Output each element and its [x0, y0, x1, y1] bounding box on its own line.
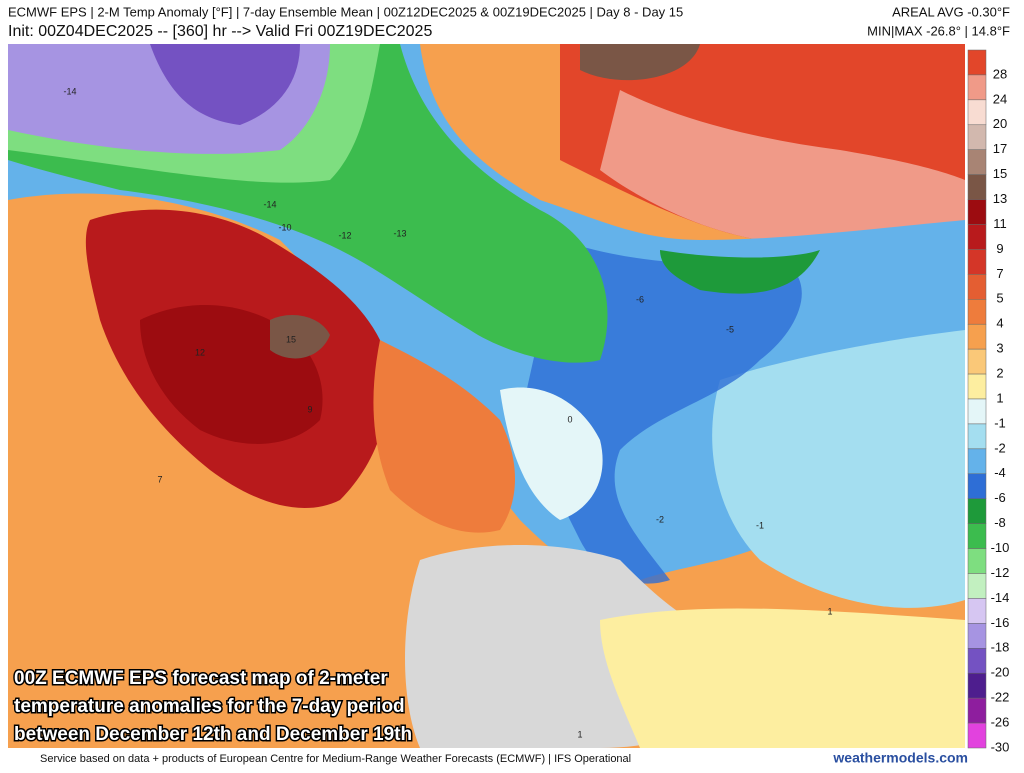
- caption-line: between December 12th and December 19th: [14, 724, 412, 745]
- colorbar-label: 20: [993, 116, 1007, 131]
- header-line1: ECMWF EPS | 2-M Temp Anomaly [°F] | 7-da…: [8, 4, 683, 19]
- contour-label: -14: [263, 199, 276, 209]
- contour-label: -13: [393, 228, 406, 238]
- colorbar-swatch: [967, 548, 987, 574]
- colorbar-label: 28: [993, 66, 1007, 81]
- colorbar-label: 4: [996, 316, 1003, 331]
- colorbar-swatch: [967, 423, 987, 450]
- colorbar-swatch: [967, 648, 987, 674]
- warm-ring: [600, 90, 965, 250]
- colorbar-label: 3: [996, 341, 1003, 356]
- colorbar-swatch: [967, 299, 987, 325]
- colorbar-swatch: [967, 623, 987, 649]
- colorbar-label: -20: [991, 665, 1010, 680]
- min-max: MIN|MAX -26.8° | 14.8°F: [867, 23, 1010, 38]
- contour-label: -14: [63, 86, 76, 96]
- areal-avg: AREAL AVG -0.30°F: [892, 4, 1010, 19]
- footer-site: weathermodels.com: [832, 750, 968, 766]
- colorbar-swatch: [967, 99, 987, 126]
- colorbar-swatch: [967, 598, 987, 624]
- colorbar-label: 11: [993, 216, 1007, 231]
- colorbar-label: 24: [993, 91, 1007, 106]
- colorbar-swatch: [967, 373, 987, 400]
- warm-plains: [373, 340, 515, 533]
- colorbar-label: -30: [991, 739, 1010, 754]
- colorbar-swatch: [967, 523, 987, 549]
- colorbar-swatch: [967, 448, 987, 475]
- atlantic-cool: [712, 330, 965, 608]
- contour-label: -12: [338, 230, 351, 240]
- colorbar-swatch: [967, 573, 987, 599]
- caption-line: 00Z ECMWF EPS forecast map of 2-meter: [14, 668, 388, 689]
- colorbar-label: 5: [996, 291, 1003, 306]
- contour-label: -5: [726, 324, 734, 334]
- caption-line: temperature anomalies for the 7-day peri…: [14, 696, 405, 717]
- colorbar-swatch: [967, 274, 987, 300]
- colorbar-label: -26: [991, 715, 1010, 730]
- contour-label: 1: [577, 729, 582, 739]
- footer-credit: Service based on data + products of Euro…: [40, 753, 631, 765]
- colorbar-label: -16: [991, 615, 1010, 630]
- warm-max: [270, 315, 330, 359]
- colorbar-label: -10: [991, 540, 1010, 555]
- colorbar-label: 17: [993, 141, 1007, 156]
- colorbar-swatch: [967, 473, 987, 499]
- colorbar-swatch: [967, 722, 987, 749]
- header-line2: Init: 00Z04DEC2025 -- [360] hr --> Valid…: [8, 23, 432, 40]
- colorbar-swatch: [967, 498, 987, 524]
- colorbar-swatch: [967, 348, 987, 375]
- contour-label: 0: [567, 414, 572, 424]
- colorbar-swatch: [967, 398, 987, 425]
- colorbar-label: -14: [991, 590, 1010, 605]
- contour-label: 15: [286, 334, 296, 344]
- colorbar-label: -18: [991, 640, 1010, 655]
- cold-ontario: [660, 250, 820, 294]
- warm-core: [580, 44, 700, 81]
- colorbar-label: 9: [996, 241, 1003, 256]
- contour-label: 12: [195, 347, 205, 357]
- colorbar-swatch: [967, 174, 987, 200]
- colorbar-swatch: [967, 672, 987, 699]
- colorbar-label: -2: [994, 440, 1006, 455]
- neutral-south: [500, 387, 603, 520]
- colorbar-label: 2: [996, 366, 1003, 381]
- contour-label: -6: [636, 294, 644, 304]
- colorbar-swatch: [967, 124, 987, 150]
- contour-label: 1: [827, 606, 832, 616]
- colorbar-label: -22: [991, 690, 1010, 705]
- contour-label: -1: [756, 520, 764, 530]
- colorbar: 28 24 20 17 15 13 11 9 7 5 4 3 2 1 -1 -2 -4 -6 -8 -10 -12 -14…: [967, 49, 1010, 754]
- colorbar-label: -8: [994, 515, 1006, 530]
- colorbar-swatch: [967, 323, 987, 350]
- contour-label: 7: [157, 474, 162, 484]
- colorbar-label: 1: [996, 390, 1003, 405]
- colorbar-label: -4: [994, 465, 1006, 480]
- map-labels: -14 -14 -10 -12 -13 12 15 9 7 -6 -5 -2 0 1 1 -1: [63, 86, 832, 739]
- contour-label: 9: [307, 404, 312, 414]
- colorbar-swatch: [967, 49, 987, 76]
- colorbar-label: -1: [994, 415, 1006, 430]
- colorbar-label: -6: [994, 490, 1006, 505]
- colorbar-label: -12: [991, 565, 1010, 580]
- colorbar-label: 7: [996, 266, 1003, 281]
- colorbar-swatch: [967, 249, 987, 275]
- colorbar-swatch: [967, 697, 987, 724]
- colorbar-swatch: [967, 74, 987, 101]
- colorbar-label: 15: [993, 166, 1007, 181]
- caribbean: [600, 608, 965, 748]
- contour-label: -10: [278, 222, 291, 232]
- cold-deep-purple: [150, 44, 300, 125]
- colorbar-swatch: [967, 149, 987, 175]
- colorbar-swatch: [967, 199, 987, 225]
- colorbar-swatch: [967, 224, 987, 250]
- map: [8, 44, 965, 748]
- colorbar-label: 13: [993, 191, 1007, 206]
- contour-label: -2: [656, 514, 664, 524]
